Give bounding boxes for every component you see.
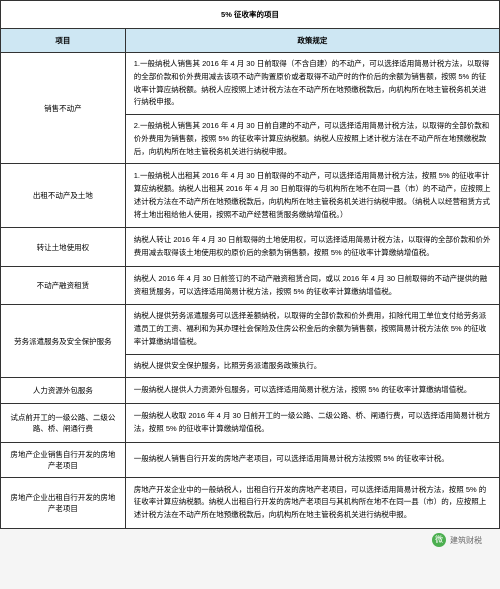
policy-cell: 纳税人提供劳务派遣服务可以选择差额纳税，以取得的全部价款和价外费用，扣除代用工单… bbox=[125, 305, 499, 378]
item-cell: 不动产融资租赁 bbox=[1, 266, 126, 305]
table-row: 房地产企业销售自行开发的房地产老项目 一般纳税人销售自行开发的房地产老项目，可以… bbox=[1, 442, 500, 477]
item-cell: 销售不动产 bbox=[1, 53, 126, 164]
inner-table: 纳税人提供劳务派遣服务可以选择差额纳税，以取得的全部价款和价外费用，扣除代用工单… bbox=[126, 305, 499, 377]
policy-cell: 一般纳税人销售自行开发的房地产老项目，可以选择适用简易计税方法按照 5% 的征收… bbox=[125, 442, 499, 477]
table-row: 转让土地使用权 纳税人转让 2016 年 4 月 30 日前取得的土地使用权，可… bbox=[1, 228, 500, 267]
item-cell: 转让土地使用权 bbox=[1, 228, 126, 267]
col-header-policy: 政策规定 bbox=[125, 29, 499, 53]
table-row: 销售不动产 1.一般纳税人销售其 2016 年 4 月 30 日前取得（不含自建… bbox=[1, 53, 500, 164]
wechat-icon: 微 bbox=[432, 533, 446, 547]
policy-text: 1.一般纳税人销售其 2016 年 4 月 30 日前取得（不含自建）的不动产，… bbox=[126, 53, 499, 115]
table-row: 劳务派遣服务及安全保护服务 纳税人提供劳务派遣服务可以选择差额纳税，以取得的全部… bbox=[1, 305, 500, 378]
table-row: 不动产融资租赁 纳税人 2016 年 4 月 30 日前签订的不动产融资租赁合同… bbox=[1, 266, 500, 305]
item-cell: 试点前开工的一级公路、二级公路、桥、闸通行费 bbox=[1, 404, 126, 443]
item-cell: 人力资源外包服务 bbox=[1, 378, 126, 404]
policy-text: 纳税人提供劳务派遣服务可以选择差额纳税，以取得的全部价款和价外费用，扣除代用工单… bbox=[126, 305, 499, 354]
policy-text: 纳税人提供安全保护服务，比照劳务派遣服务政策执行。 bbox=[126, 354, 499, 377]
table-row: 房地产企业出租自行开发的房地产老项目 房地产开发企业中的一般纳税人，出租自行开发… bbox=[1, 477, 500, 528]
item-cell: 劳务派遣服务及安全保护服务 bbox=[1, 305, 126, 378]
policy-cell: 一般纳税人收取 2016 年 4 月 30 日前开工的一级公路、二级公路、桥、闸… bbox=[125, 404, 499, 443]
policy-cell: 1.一般纳税人销售其 2016 年 4 月 30 日前取得（不含自建）的不动产，… bbox=[125, 53, 499, 164]
table-title: 5% 征收率的项目 bbox=[1, 1, 500, 29]
footer-label: 建筑财税 bbox=[450, 535, 482, 546]
policy-cell: 房地产开发企业中的一般纳税人，出租自行开发的房地产老项目，可以选择适用简易计税方… bbox=[125, 477, 499, 528]
policy-cell: 纳税人 2016 年 4 月 30 日前签订的不动产融资租赁合同，或以 2016… bbox=[125, 266, 499, 305]
rate-table: 5% 征收率的项目 项目 政策规定 销售不动产 1.一般纳税人销售其 2016 … bbox=[0, 0, 500, 529]
policy-cell: 一般纳税人提供人力资源外包服务，可以选择适用简易计税方法，按照 5% 的征收率计… bbox=[125, 378, 499, 404]
table-row: 出租不动产及土地 1.一般纳税人出租其 2016 年 4 月 30 日前取得的不… bbox=[1, 164, 500, 228]
policy-cell: 纳税人转让 2016 年 4 月 30 日前取得的土地使用权，可以选择适用简易计… bbox=[125, 228, 499, 267]
policy-text: 2.一般纳税人销售其 2016 年 4 月 30 日前自建的不动产，可以选择适用… bbox=[126, 115, 499, 164]
inner-table: 1.一般纳税人销售其 2016 年 4 月 30 日前取得（不含自建）的不动产，… bbox=[126, 53, 499, 163]
footer-bar: 微 建筑财税 bbox=[0, 529, 500, 551]
item-cell: 房地产企业出租自行开发的房地产老项目 bbox=[1, 477, 126, 528]
col-header-item: 项目 bbox=[1, 29, 126, 53]
item-cell: 房地产企业销售自行开发的房地产老项目 bbox=[1, 442, 126, 477]
table-row: 人力资源外包服务 一般纳税人提供人力资源外包服务，可以选择适用简易计税方法，按照… bbox=[1, 378, 500, 404]
item-cell: 出租不动产及土地 bbox=[1, 164, 126, 228]
policy-cell: 1.一般纳税人出租其 2016 年 4 月 30 日前取得的不动产，可以选择适用… bbox=[125, 164, 499, 228]
table-row: 试点前开工的一级公路、二级公路、桥、闸通行费 一般纳税人收取 2016 年 4 … bbox=[1, 404, 500, 443]
